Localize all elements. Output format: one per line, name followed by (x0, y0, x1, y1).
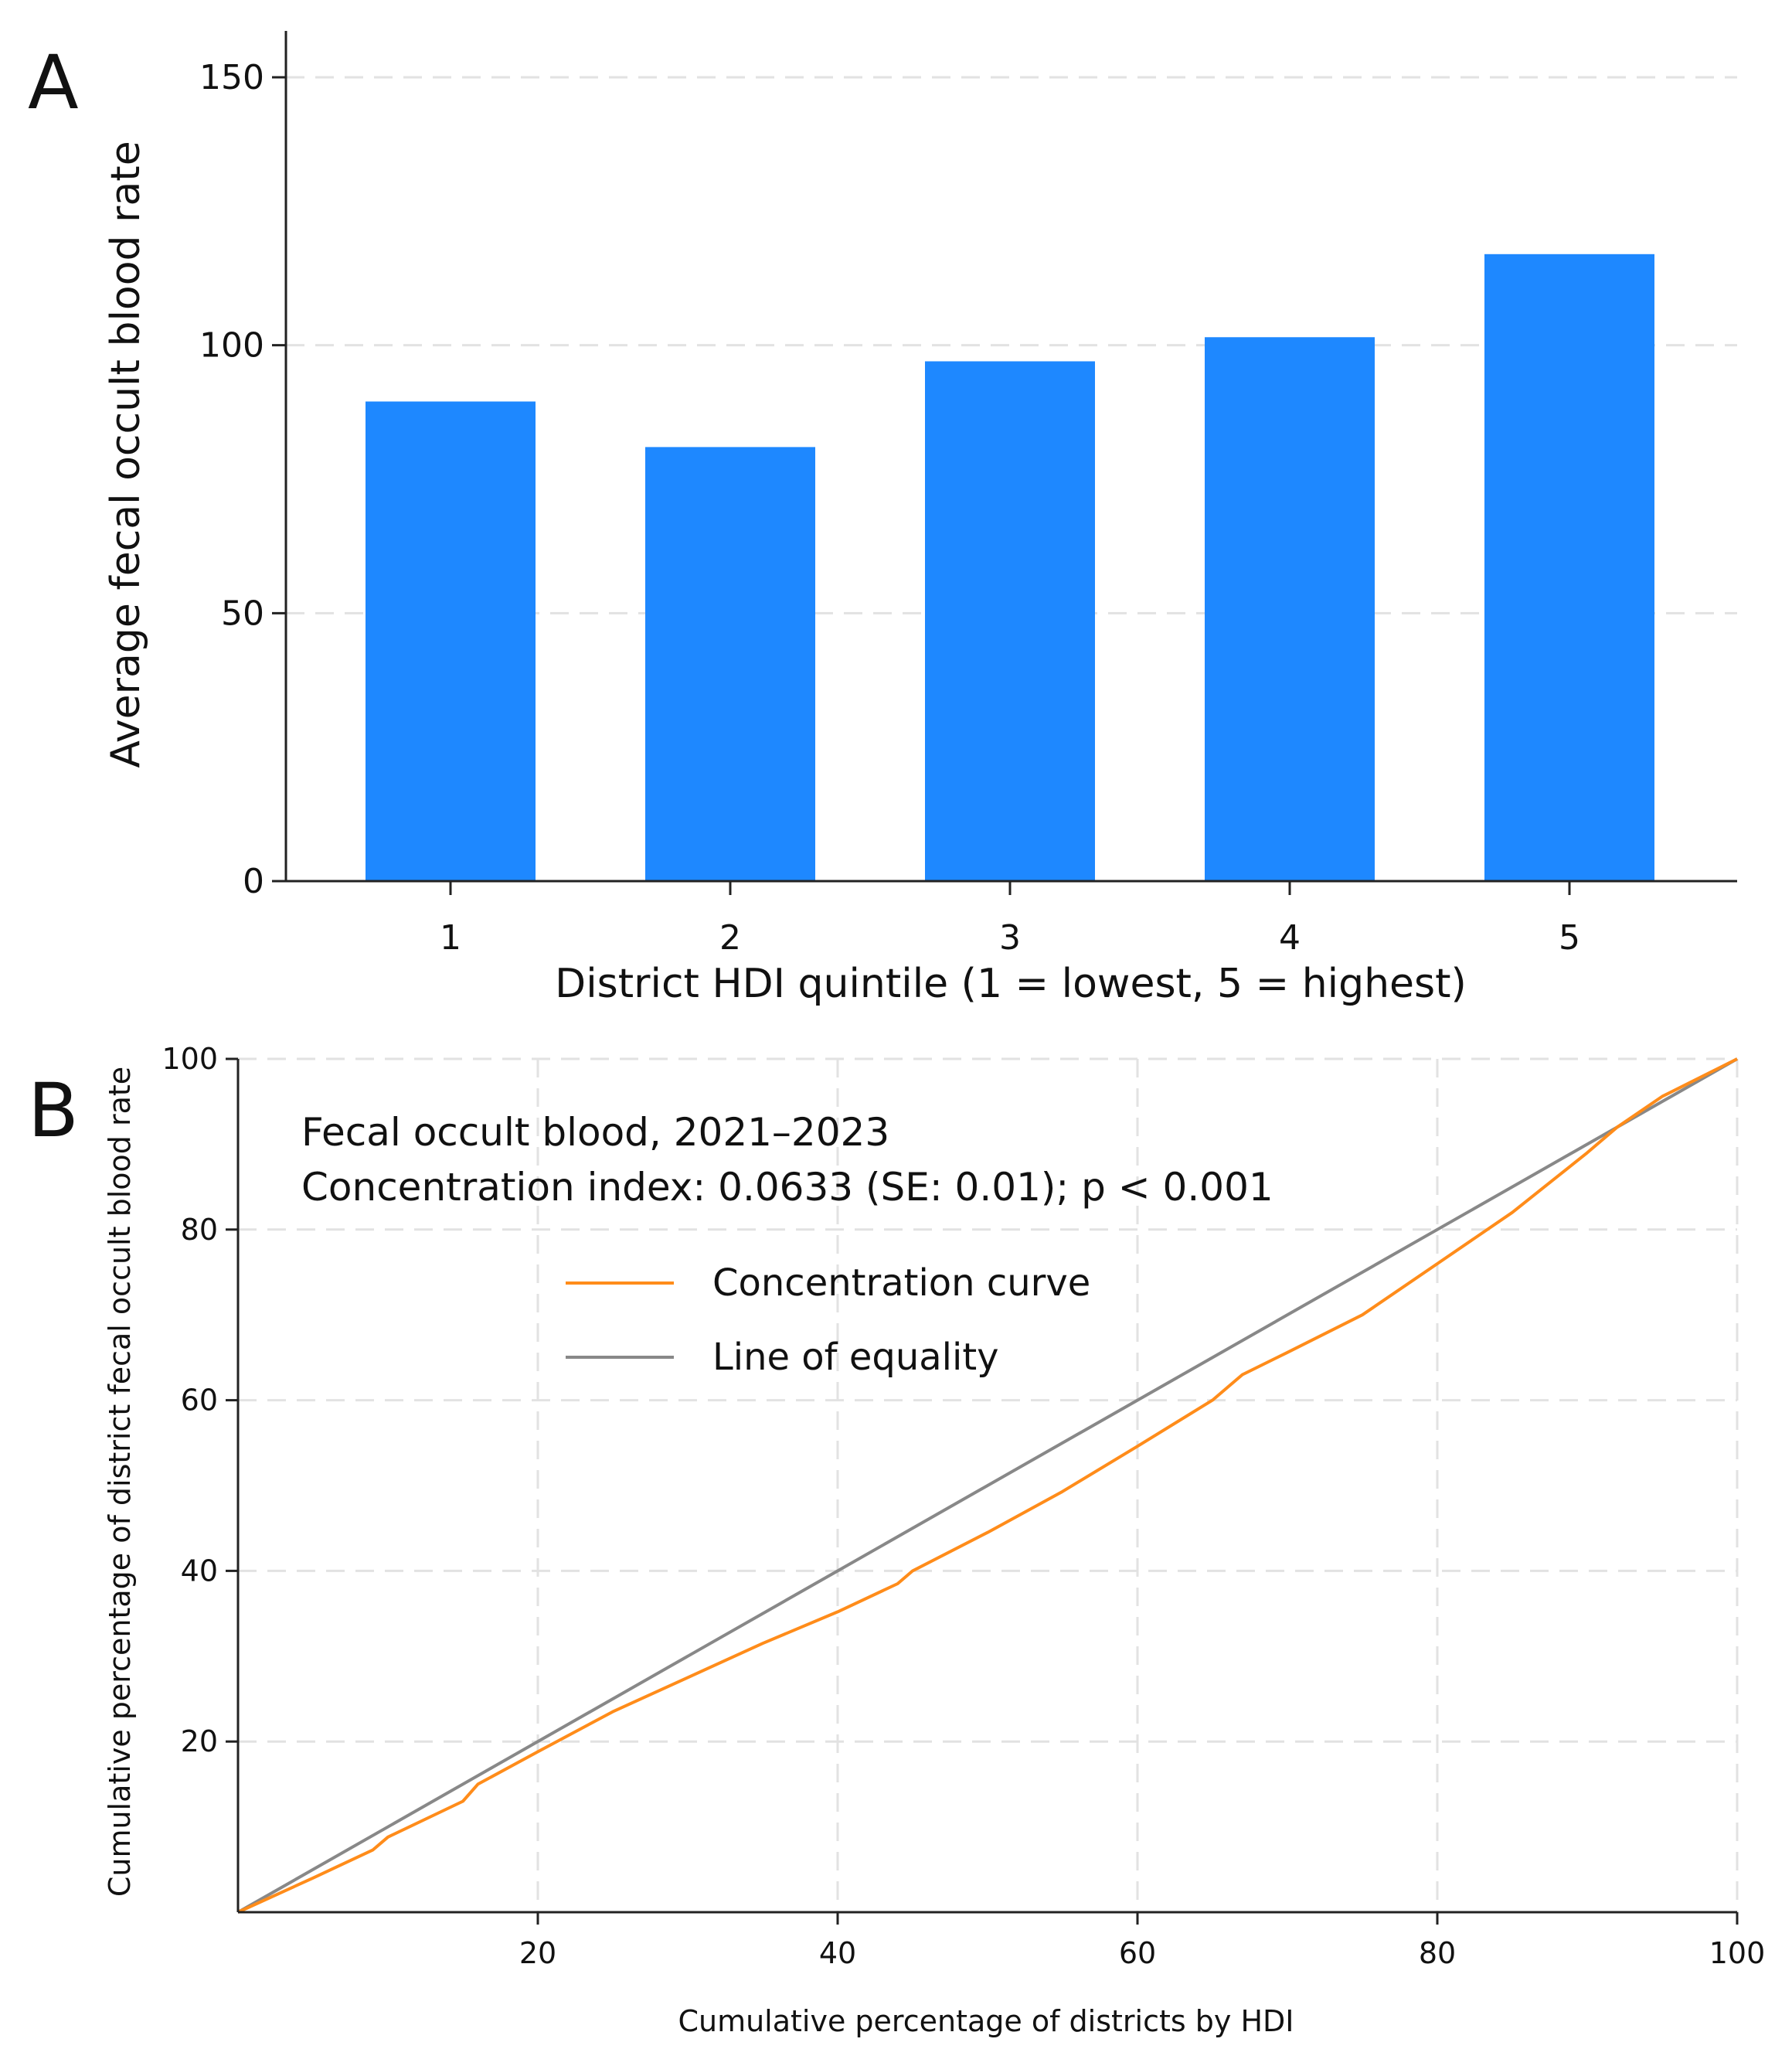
panel-a-y-tick-label-50: 50 (221, 594, 264, 633)
bar-quintile-5 (1484, 254, 1654, 881)
panel-a-x-tick-label-4: 4 (1279, 918, 1301, 958)
panel-a-x-tick-label-2: 2 (719, 918, 741, 958)
panel-a-y-axis-title: Average fecal occult blood rate (103, 141, 149, 768)
panel-a-bar-chart: A 0 50 100 150 1 2 3 4 5 District HDI quintile … (28, 31, 1737, 1007)
panel-b-x-tick-label-100: 100 (1709, 1936, 1766, 1970)
line-of-equality (237, 1057, 1738, 1914)
panel-b-y-tick-label-100: 100 (162, 1042, 218, 1076)
panel-b-concentration-curve: B 20 40 60 80 100 20 40 60 80 100 Fecal occult b… (28, 1042, 1765, 2038)
panel-b-x-tick-label-60: 60 (1119, 1936, 1156, 1970)
panel-a-x-tick-label-1: 1 (440, 918, 461, 958)
legend-label-concentration-curve: Concentration curve (712, 1261, 1090, 1305)
panel-b-axes (226, 1057, 1739, 1925)
panel-a-x-tick-label-5: 5 (1559, 918, 1580, 958)
annotation-title: Fecal occult blood, 2021–2023 (301, 1110, 889, 1155)
panel-b-series (237, 1057, 1738, 1914)
bar-quintile-2 (645, 447, 815, 881)
panel-b-gridlines (238, 1057, 1739, 1912)
panel-a-y-tick-label-150: 150 (199, 58, 264, 97)
panel-b-x-tick-label-20: 20 (519, 1936, 556, 1970)
panel-a-y-tick-label-0: 0 (243, 862, 264, 901)
panel-a-x-tick-labels: 1 2 3 4 5 (440, 918, 1580, 958)
panel-b-y-axis-title: Cumulative percentage of district fecal … (103, 1067, 137, 1897)
panel-a-x-axis-title: District HDI quintile (1 = lowest, 5 = h… (555, 961, 1467, 1007)
legend-label-line-of-equality: Line of equality (712, 1336, 999, 1379)
panel-b-y-tick-label-40: 40 (181, 1554, 218, 1588)
panel-label-a: A (28, 39, 79, 126)
bar-quintile-4 (1205, 337, 1375, 881)
panel-a-y-tick-label-100: 100 (199, 326, 264, 366)
panel-b-legend: Concentration curve Line of equality (566, 1261, 1090, 1379)
panel-a-axes (272, 31, 1737, 895)
panel-b-x-tick-label-40: 40 (819, 1936, 856, 1970)
concentration-curve-line (237, 1057, 1738, 1914)
panel-b-y-tick-label-80: 80 (181, 1213, 218, 1247)
panel-b-y-tick-label-60: 60 (181, 1384, 218, 1418)
panel-b-x-axis-title: Cumulative percentage of districts by HD… (678, 2004, 1294, 2038)
annotation-concentration-index: Concentration index: 0.0633 (SE: 0.01); … (301, 1165, 1273, 1210)
panel-a-x-tick-label-3: 3 (999, 918, 1021, 958)
panel-b-y-tick-labels: 20 40 60 80 100 (162, 1042, 218, 1758)
panel-a-bars (366, 254, 1654, 881)
panel-b-x-tick-labels: 20 40 60 80 100 (519, 1936, 1765, 1970)
bar-quintile-3 (925, 361, 1095, 881)
panel-b-x-tick-label-80: 80 (1419, 1936, 1456, 1970)
panel-label-b: B (28, 1067, 79, 1154)
panel-a-y-tick-labels: 0 50 100 150 (199, 58, 264, 901)
bar-quintile-1 (366, 401, 536, 881)
panel-b-y-tick-label-20: 20 (181, 1724, 218, 1758)
